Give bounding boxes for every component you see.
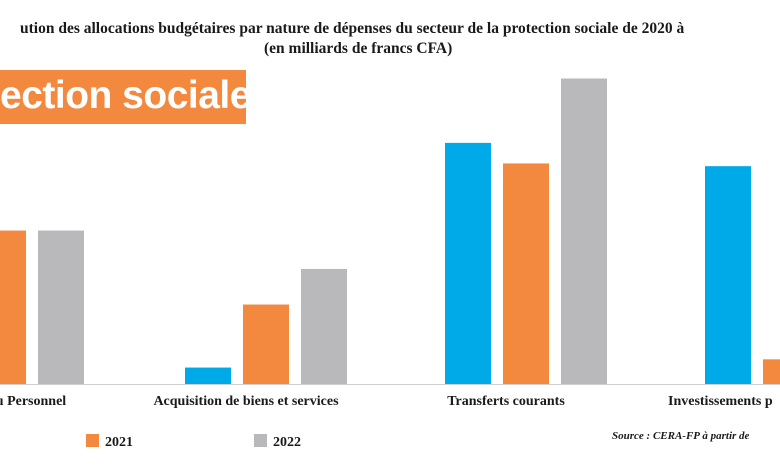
legend-swatch-2022 bbox=[254, 434, 267, 447]
category-label: Acquisition de biens et services bbox=[153, 394, 339, 409]
title-line-1: ution des allocations budgétaires par na… bbox=[20, 20, 685, 37]
category-label: Investissements p bbox=[668, 394, 773, 409]
bar-series-1-cat-1 bbox=[243, 304, 289, 384]
source-note: Source : CERA-FP à partir de bbox=[612, 430, 750, 442]
bar-series-1-cat-2 bbox=[503, 163, 549, 384]
bar-series-0-cat-1 bbox=[185, 367, 231, 384]
title-line-2: (en milliards de francs CFA) bbox=[264, 40, 453, 57]
legend-label-2022: 2022 bbox=[273, 435, 301, 450]
category-label: du Personnel bbox=[0, 394, 66, 409]
legend: 2021 2022 bbox=[86, 434, 301, 450]
legend-swatch-2021 bbox=[86, 434, 99, 447]
bar-series-2-cat-2 bbox=[561, 78, 607, 385]
bar-series-0-cat-2 bbox=[445, 142, 491, 384]
bar-series-1-cat-3 bbox=[763, 359, 780, 384]
legend-label-2021: 2021 bbox=[105, 435, 133, 450]
bar-series-1-cat-0 bbox=[0, 230, 26, 384]
bar-series-2-cat-1 bbox=[301, 268, 347, 384]
bar-series-0-cat-3 bbox=[705, 166, 751, 384]
category-labels: du Personnel Acquisition de biens et serv… bbox=[0, 394, 773, 409]
category-label: Transferts courants bbox=[447, 394, 565, 409]
bars-group bbox=[0, 78, 780, 385]
bar-series-2-cat-0 bbox=[38, 230, 84, 384]
section-banner-text: ection sociale bbox=[0, 74, 246, 117]
section-banner: ection sociale bbox=[0, 70, 246, 124]
